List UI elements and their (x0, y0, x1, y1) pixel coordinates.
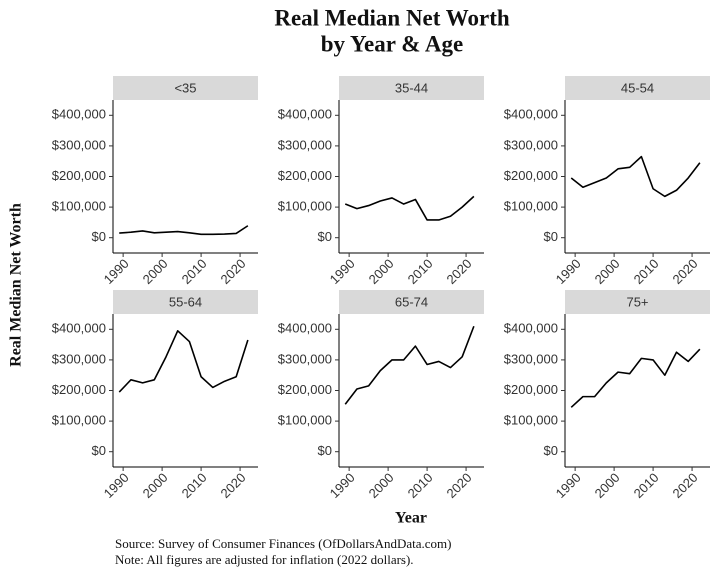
facet-strip (565, 76, 710, 100)
data-line (119, 225, 249, 236)
y-tick-label: $0 (92, 229, 106, 244)
y-tick-label: $300,000 (52, 351, 106, 366)
data-line (570, 348, 701, 408)
y-tick-label: $100,000 (278, 199, 332, 214)
facet-title: 65-74 (395, 294, 428, 309)
y-tick-label: $400,000 (504, 321, 558, 336)
y-tick-label: $200,000 (52, 382, 106, 397)
y-tick-label: $0 (92, 443, 106, 458)
y-tick-label: $100,000 (52, 199, 106, 214)
facet-title: 45-54 (621, 80, 654, 95)
data-line (570, 155, 701, 198)
y-tick-label: $100,000 (52, 413, 106, 428)
y-tick-label: $0 (318, 443, 332, 458)
data-line (344, 325, 475, 405)
facet-title: <35 (174, 80, 196, 95)
facet-strip (113, 290, 258, 314)
y-tick-label: $300,000 (52, 137, 106, 152)
y-tick-label: $300,000 (278, 351, 332, 366)
y-tick-label: $400,000 (278, 321, 332, 336)
facet-title: 75+ (626, 294, 648, 309)
y-axis-title: Real Median Net Worth (8, 203, 25, 367)
x-axis-title: Year (395, 510, 427, 527)
facet-title: 35-44 (395, 80, 428, 95)
inflation-note: Note: All figures are adjusted for infla… (115, 552, 414, 567)
y-tick-label: $400,000 (52, 321, 106, 336)
y-tick-label: $200,000 (278, 382, 332, 397)
y-tick-label: $0 (318, 229, 332, 244)
y-tick-label: $400,000 (504, 107, 558, 122)
data-line (118, 330, 249, 393)
chart-title: by Year & Age (321, 31, 463, 56)
facet-title: 55-64 (169, 294, 202, 309)
y-tick-label: $400,000 (52, 107, 106, 122)
data-line (344, 195, 475, 221)
y-tick-label: $200,000 (504, 168, 558, 183)
facet-strip (565, 290, 710, 314)
y-tick-label: $200,000 (278, 168, 332, 183)
y-tick-label: $200,000 (52, 168, 106, 183)
facet-strip (113, 76, 258, 100)
y-tick-label: $400,000 (278, 107, 332, 122)
y-tick-label: $100,000 (278, 413, 332, 428)
facet-strip (339, 76, 484, 100)
chart-title: Real Median Net Worth (274, 5, 510, 30)
y-tick-label: $100,000 (504, 413, 558, 428)
y-tick-label: $0 (544, 229, 558, 244)
y-tick-label: $300,000 (278, 137, 332, 152)
source-note: Source: Survey of Consumer Finances (OfD… (115, 536, 451, 551)
y-tick-label: $0 (544, 443, 558, 458)
y-tick-label: $300,000 (504, 351, 558, 366)
y-tick-label: $100,000 (504, 199, 558, 214)
y-tick-label: $200,000 (504, 382, 558, 397)
y-tick-label: $300,000 (504, 137, 558, 152)
facet-strip (339, 290, 484, 314)
